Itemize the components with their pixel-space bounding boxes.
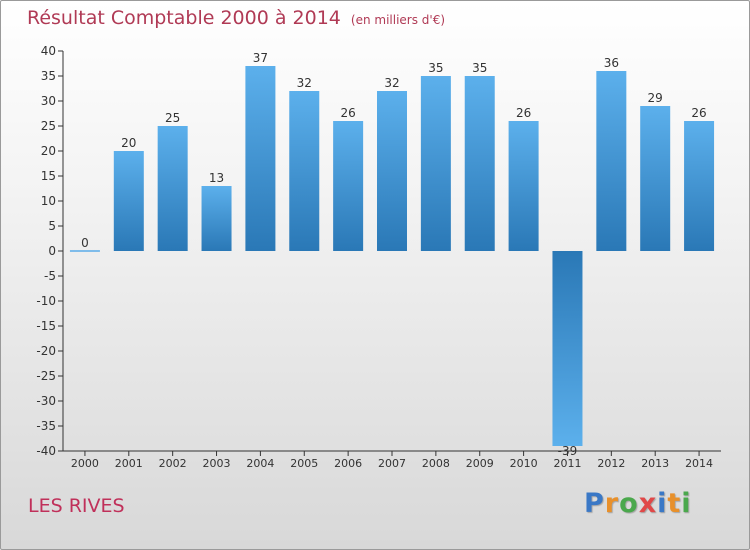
- bar: [289, 91, 320, 251]
- bar: [684, 121, 715, 251]
- chart-axes: -40 -35 -30 -25 -20 -15 -10 -5 0 5 10 15 20 25 30 35 40 2…: [36, 44, 721, 470]
- x-tick-label: 2012: [597, 457, 625, 470]
- x-tick-label: 2000: [71, 457, 99, 470]
- x-tick-label: 2010: [510, 457, 538, 470]
- y-tick-label: -5: [44, 269, 56, 283]
- bar: [113, 151, 144, 251]
- bar-value-label: 32: [384, 76, 399, 90]
- x-tick-label: 2004: [246, 457, 274, 470]
- logo-letter: P: [584, 488, 605, 519]
- y-tick-label: -30: [36, 394, 56, 408]
- bar: [552, 251, 583, 446]
- bar: [157, 126, 188, 251]
- proxiti-logo[interactable]: Proxiti: [584, 488, 692, 519]
- y-tick-label: 40: [41, 44, 56, 58]
- bar-value-label: 25: [165, 111, 180, 125]
- x-tick-label: 2013: [641, 457, 669, 470]
- y-tick-label: -40: [36, 444, 56, 458]
- x-tick-label: 2001: [115, 457, 143, 470]
- x-tick-label: 2009: [466, 457, 494, 470]
- logo-letter: x: [638, 488, 658, 519]
- y-tick-label: -35: [36, 419, 56, 433]
- bar: [640, 106, 671, 251]
- chart-title: Résultat Comptable 2000 à 2014 (en millie…: [27, 7, 445, 29]
- chart-title-text: Résultat Comptable 2000 à 2014: [27, 7, 341, 29]
- y-tick-label: 30: [41, 94, 56, 108]
- x-tick-label: 2011: [553, 457, 581, 470]
- bar-value-label: 32: [297, 76, 312, 90]
- y-tick-label: 35: [41, 69, 56, 83]
- bar: [377, 91, 407, 251]
- bar-value-label: 13: [209, 171, 224, 185]
- bar-value-label: 26: [691, 106, 706, 120]
- chart-unit-note: (en milliers d'€): [350, 13, 446, 27]
- bar-value-label: 26: [516, 106, 531, 120]
- x-tick-label: 2008: [422, 457, 450, 470]
- bar: [420, 76, 451, 251]
- chart-data-labels: 0 20 25 13 37 32 26 32 35 35 26 -39 36 29 26: [81, 51, 707, 458]
- bar: [508, 121, 539, 251]
- bar: [245, 66, 276, 251]
- bar-value-label: 29: [648, 91, 663, 105]
- y-tick-label: 20: [41, 144, 56, 158]
- logo-letter: o: [619, 488, 639, 519]
- x-tick-label: 2007: [378, 457, 406, 470]
- bar: [596, 71, 627, 251]
- y-tick-label: 15: [41, 169, 56, 183]
- bar: [464, 76, 495, 251]
- y-tick-label: -15: [36, 319, 56, 333]
- x-tick-label: 2005: [290, 457, 318, 470]
- x-tick-label: 2002: [159, 457, 187, 470]
- bar-value-label: 35: [428, 61, 443, 75]
- x-tick-label: 2003: [203, 457, 231, 470]
- bar: [201, 186, 232, 251]
- y-tick-label: 0: [48, 244, 56, 258]
- bar-value-label: 20: [121, 136, 136, 150]
- bar-value-label: 0: [81, 236, 89, 250]
- y-tick-label: -10: [36, 294, 56, 308]
- x-tick-label: 2014: [685, 457, 713, 470]
- y-tick-label: 5: [48, 219, 56, 233]
- chart-bars: [69, 66, 715, 446]
- bar: [333, 121, 364, 251]
- logo-letter: t: [667, 488, 682, 519]
- logo-letter: r: [604, 488, 620, 519]
- bar-value-label: 35: [472, 61, 487, 75]
- bar-value-label: 26: [340, 106, 355, 120]
- bar-value-label: 37: [253, 51, 268, 65]
- bar-value-label: 36: [604, 56, 619, 70]
- bar-value-label: -39: [558, 444, 578, 458]
- y-tick-label: 25: [41, 119, 56, 133]
- x-tick-label: 2006: [334, 457, 362, 470]
- logo-letter: i: [681, 488, 692, 519]
- logo-letter: i: [657, 488, 668, 519]
- y-tick-label: -20: [36, 344, 56, 358]
- y-tick-label: 10: [41, 194, 56, 208]
- commune-name: LES RIVES: [28, 495, 125, 517]
- y-tick-label: -25: [36, 369, 56, 383]
